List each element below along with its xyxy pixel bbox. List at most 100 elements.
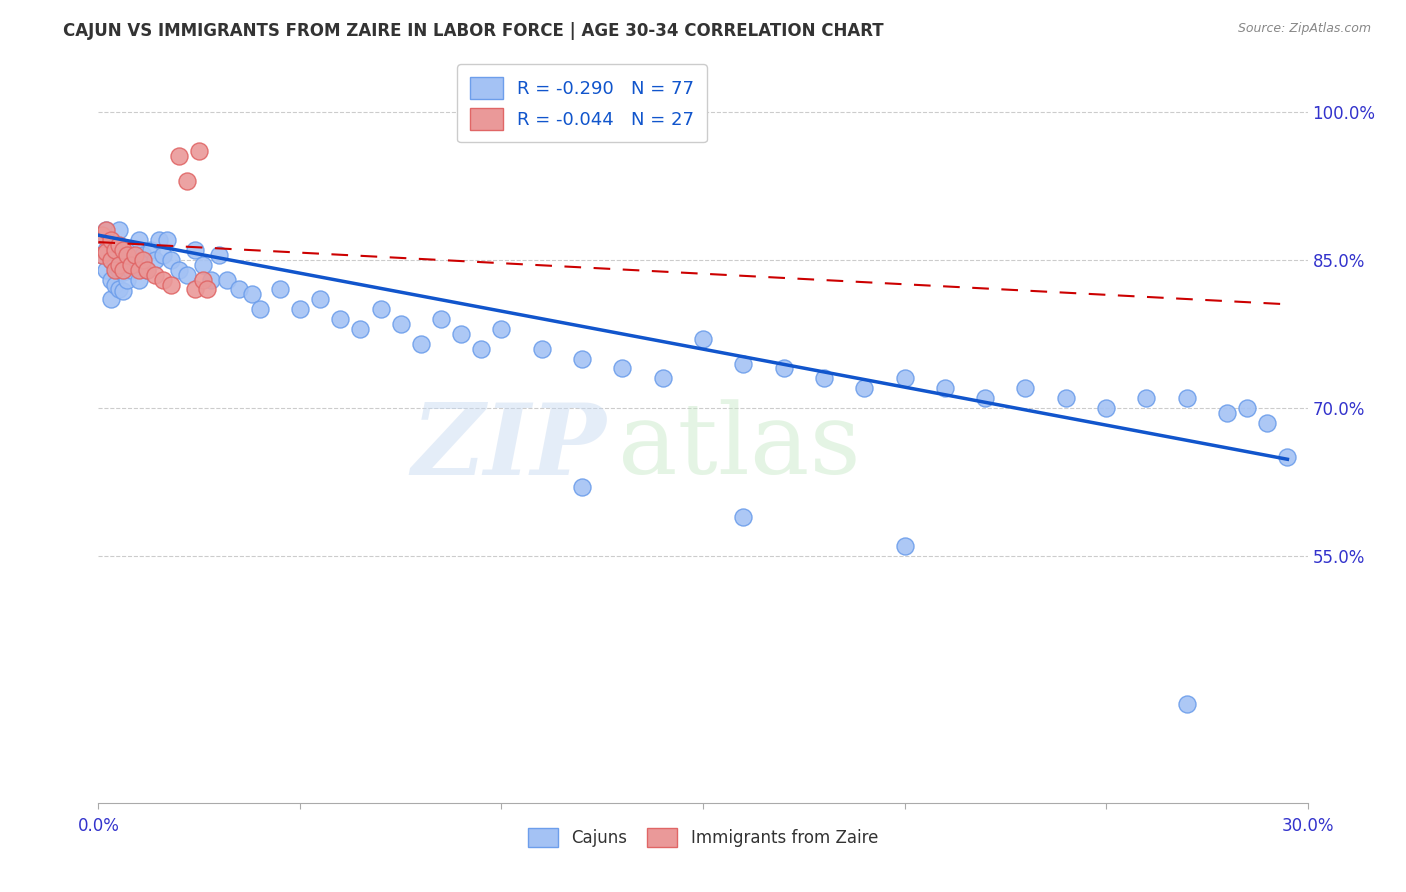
Point [107, 238, 129, 252]
Point [450, 326, 472, 341]
Point [240, 287, 263, 301]
Point [120, 243, 142, 257]
Point [111, 262, 134, 277]
Point [148, 233, 170, 247]
Point [228, 283, 250, 297]
Point [139, 243, 162, 257]
Point [96, 262, 118, 277]
Point [491, 322, 513, 336]
Point [96, 223, 118, 237]
Point [91, 228, 114, 243]
Point [96, 243, 118, 257]
Point [152, 272, 174, 286]
Point [349, 322, 371, 336]
Point [143, 268, 166, 282]
Point [132, 248, 155, 262]
Point [470, 342, 492, 356]
Point [111, 243, 134, 257]
Point [772, 361, 794, 376]
Point [612, 361, 634, 376]
Point [91, 228, 114, 243]
Point [115, 252, 138, 267]
Point [124, 248, 146, 262]
Text: CAJUN VS IMMIGRANTS FROM ZAIRE IN LABOR FORCE | AGE 30-34 CORRELATION CHART: CAJUN VS IMMIGRANTS FROM ZAIRE IN LABOR … [63, 22, 884, 40]
Point [135, 262, 157, 277]
Point [167, 262, 190, 277]
Point [176, 174, 198, 188]
Point [409, 336, 432, 351]
Point [103, 238, 125, 252]
Point [692, 332, 714, 346]
Point [1256, 416, 1278, 430]
Point [934, 381, 956, 395]
Point [200, 272, 222, 286]
Point [1277, 450, 1299, 465]
Point [143, 252, 166, 267]
Point [100, 233, 122, 247]
Point [156, 233, 179, 247]
Point [176, 268, 198, 282]
Point [115, 272, 138, 286]
Point [100, 252, 122, 267]
Text: atlas: atlas [619, 400, 860, 495]
Point [100, 252, 122, 267]
Point [1175, 391, 1198, 405]
Point [111, 265, 134, 279]
Point [103, 258, 125, 272]
Point [103, 262, 125, 277]
Text: ZIP: ZIP [412, 400, 606, 496]
Point [128, 272, 150, 286]
Text: Source: ZipAtlas.com: Source: ZipAtlas.com [1237, 22, 1371, 36]
Point [389, 317, 412, 331]
Point [188, 145, 211, 159]
Point [96, 244, 118, 259]
Point [107, 258, 129, 272]
Point [195, 283, 218, 297]
Point [193, 272, 215, 286]
Point [651, 371, 673, 385]
Point [135, 262, 157, 277]
Point [120, 262, 142, 277]
Point [1014, 381, 1036, 395]
Point [167, 149, 190, 163]
Point [107, 223, 129, 237]
Point [1175, 697, 1198, 711]
Point [893, 371, 915, 385]
Point [100, 233, 122, 247]
Point [974, 391, 997, 405]
Point [124, 248, 146, 262]
Point [853, 381, 876, 395]
Point [530, 342, 553, 356]
Point [193, 258, 215, 272]
Point [430, 312, 453, 326]
Point [1236, 401, 1258, 415]
Point [103, 277, 125, 292]
Point [1135, 391, 1157, 405]
Point [120, 258, 142, 272]
Point [107, 243, 129, 257]
Point [128, 233, 150, 247]
Point [160, 277, 183, 292]
Point [1054, 391, 1077, 405]
Point [100, 272, 122, 286]
Point [208, 248, 231, 262]
Point [91, 248, 114, 262]
Point [115, 248, 138, 262]
Point [370, 302, 392, 317]
Point [571, 480, 593, 494]
Point [1216, 406, 1239, 420]
Point [111, 244, 134, 259]
Point [571, 351, 593, 366]
Point [100, 293, 122, 307]
Point [184, 283, 207, 297]
Point [107, 262, 129, 277]
Point [152, 248, 174, 262]
Point [288, 302, 311, 317]
Point [91, 248, 114, 262]
Point [733, 509, 755, 524]
Point [96, 223, 118, 237]
Point [111, 285, 134, 299]
Point [132, 252, 155, 267]
Point [329, 312, 352, 326]
Point [813, 371, 835, 385]
